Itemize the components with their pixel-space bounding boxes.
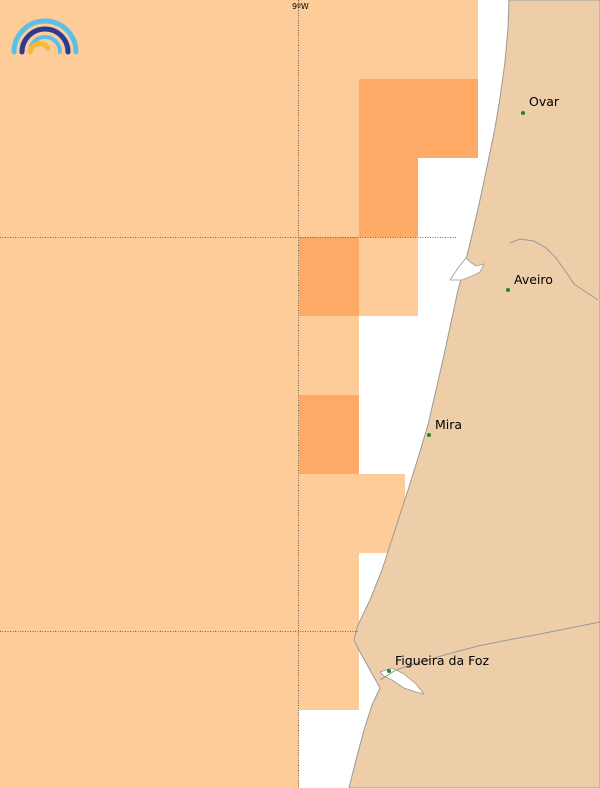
grid-cell-high <box>299 237 359 316</box>
river <box>509 238 599 301</box>
logo <box>8 14 82 62</box>
city-label-aveiro: Aveiro <box>514 272 553 287</box>
city-label-mira: Mira <box>435 417 463 432</box>
city-label-ovar: Ovar <box>529 94 560 109</box>
grid-cell <box>0 553 359 710</box>
city-label-figueira-da-foz: Figueira da Foz <box>395 653 490 668</box>
city-marker[interactable] <box>506 288 510 292</box>
city-marker[interactable] <box>427 433 431 437</box>
grid-cell <box>0 474 405 553</box>
city-marker[interactable] <box>521 111 525 115</box>
city-marker[interactable] <box>387 669 391 673</box>
grid-cell <box>359 237 418 316</box>
aveiro-lagoon <box>449 257 485 281</box>
graticule-label: 9ºW <box>292 2 309 11</box>
river <box>379 621 600 681</box>
grid-cell-high <box>359 79 478 158</box>
land-area <box>348 0 600 788</box>
mondego-estuary <box>379 667 426 695</box>
grid-cell-high <box>299 395 359 474</box>
grid-cell <box>0 0 478 79</box>
grid-cell <box>0 710 299 788</box>
grid-cell-high <box>359 158 418 237</box>
rainbow-arcs-icon <box>11 18 79 55</box>
